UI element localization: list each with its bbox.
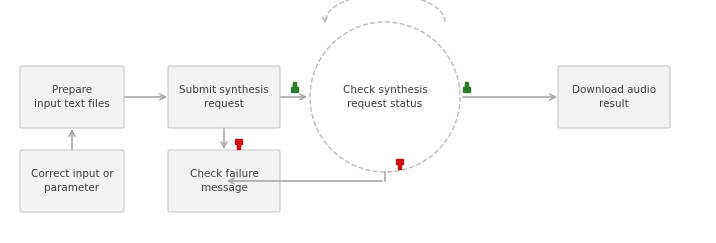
- Polygon shape: [395, 159, 403, 167]
- Text: Submit synthesis
request: Submit synthesis request: [179, 85, 269, 109]
- Polygon shape: [398, 164, 401, 169]
- Polygon shape: [237, 144, 240, 149]
- Text: Prepare
input text files: Prepare input text files: [34, 85, 110, 109]
- Polygon shape: [465, 82, 468, 87]
- FancyBboxPatch shape: [20, 150, 124, 212]
- FancyBboxPatch shape: [558, 66, 670, 128]
- FancyBboxPatch shape: [20, 66, 124, 128]
- Text: Download audio
result: Download audio result: [572, 85, 656, 109]
- Polygon shape: [235, 139, 242, 147]
- Text: Check synthesis
request status: Check synthesis request status: [342, 85, 427, 109]
- FancyBboxPatch shape: [168, 66, 280, 128]
- Polygon shape: [294, 82, 296, 87]
- Text: Check failure
message: Check failure message: [190, 169, 258, 193]
- Polygon shape: [291, 84, 298, 92]
- Text: Correct input or
parameter: Correct input or parameter: [31, 169, 113, 193]
- Polygon shape: [463, 84, 470, 92]
- FancyBboxPatch shape: [168, 150, 280, 212]
- Ellipse shape: [310, 22, 460, 172]
